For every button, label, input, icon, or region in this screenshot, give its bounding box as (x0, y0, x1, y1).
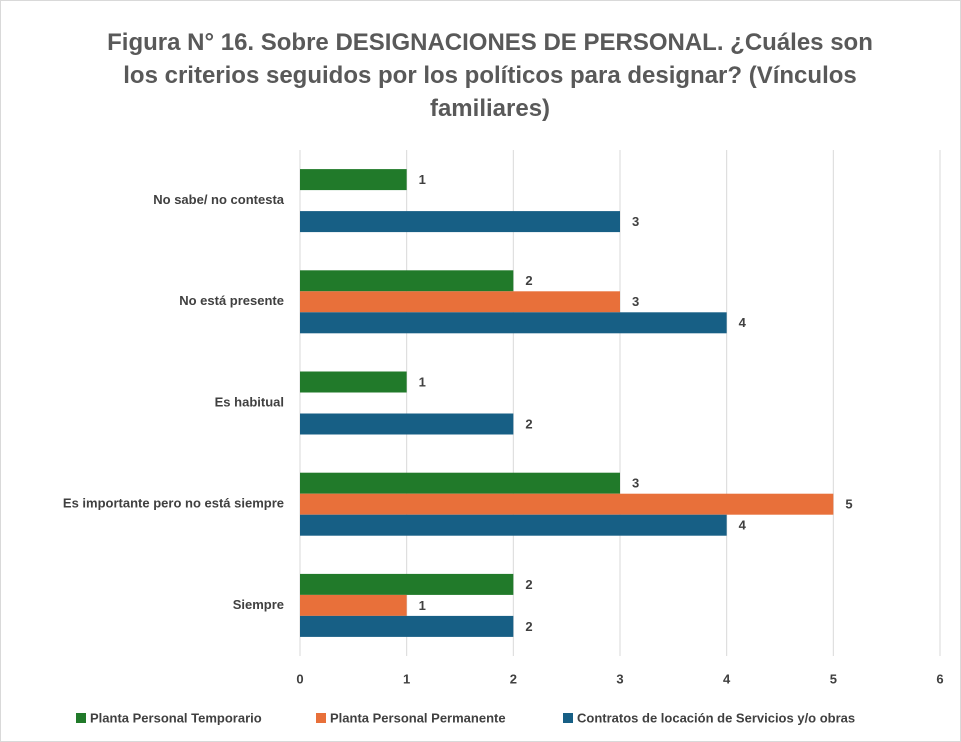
bar (300, 270, 514, 292)
x-tick-label: 2 (510, 671, 517, 686)
chart-title: Figura N° 16. Sobre DESIGNACIONES DE PER… (107, 29, 873, 122)
data-label: 5 (845, 497, 852, 512)
bar (300, 493, 834, 515)
x-tick-label: 3 (616, 671, 623, 686)
y-tick-label: No sabe/ no contesta (153, 192, 285, 207)
x-tick-label: 5 (830, 671, 837, 686)
bar (300, 514, 727, 536)
y-tick-label: No está presente (179, 293, 284, 308)
x-tick-label: 1 (403, 671, 410, 686)
data-label: 3 (632, 476, 639, 491)
y-tick-label: Siempre (233, 597, 284, 612)
data-label: 4 (739, 315, 747, 330)
bar (300, 169, 407, 191)
bar (300, 472, 620, 494)
legend-label: Planta Personal Permanente (330, 710, 506, 725)
bar (300, 312, 727, 334)
bar (300, 291, 620, 313)
bar (300, 615, 514, 637)
x-tick-label: 4 (723, 671, 731, 686)
data-label: 2 (525, 619, 532, 634)
legend-swatch (76, 713, 86, 723)
bar (300, 371, 407, 393)
x-tick-label: 0 (296, 671, 303, 686)
data-label: 2 (525, 273, 532, 288)
bar (300, 211, 620, 233)
bar (300, 573, 514, 595)
y-tick-label: Es importante pero no está siempre (63, 496, 284, 511)
legend-swatch (563, 713, 573, 723)
data-label: 3 (632, 294, 639, 309)
bar (300, 413, 514, 435)
data-label: 2 (525, 416, 532, 431)
data-label: 1 (419, 374, 426, 389)
data-label: 4 (739, 518, 747, 533)
data-label: 1 (419, 598, 426, 613)
data-label: 3 (632, 214, 639, 229)
data-label: 1 (419, 172, 426, 187)
x-tick-label: 6 (936, 671, 943, 686)
y-tick-label: Es habitual (215, 394, 284, 409)
legend-label: Planta Personal Temporario (90, 710, 262, 725)
legend-label: Contratos de locación de Servicios y/o o… (577, 710, 855, 725)
bar (300, 594, 407, 616)
legend-swatch (316, 713, 326, 723)
data-label: 2 (525, 577, 532, 592)
